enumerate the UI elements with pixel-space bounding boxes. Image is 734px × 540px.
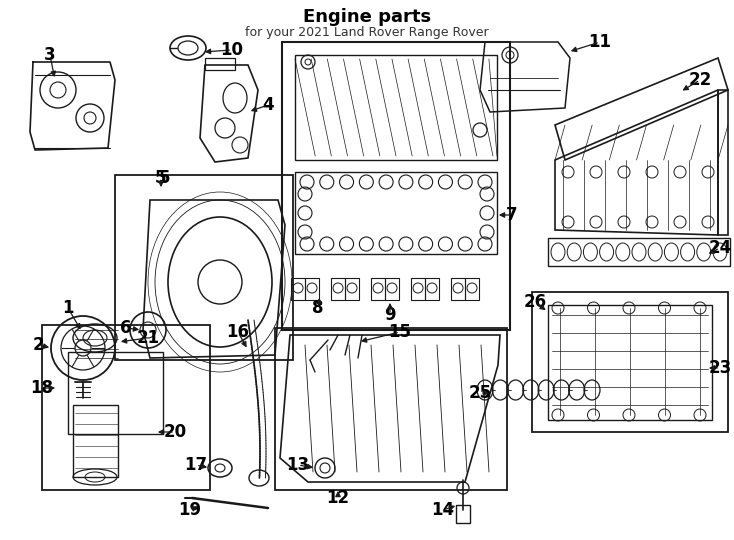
Text: 12: 12 xyxy=(327,489,349,507)
Bar xyxy=(291,278,305,300)
Text: 1: 1 xyxy=(62,299,73,317)
Bar xyxy=(425,278,439,300)
Text: 22: 22 xyxy=(688,71,712,89)
Text: 24: 24 xyxy=(708,239,732,257)
Text: 11: 11 xyxy=(589,33,611,51)
Text: 4: 4 xyxy=(262,96,274,114)
Text: 10: 10 xyxy=(220,41,244,59)
Text: 19: 19 xyxy=(178,501,202,519)
Text: 16: 16 xyxy=(227,323,250,341)
Text: 2: 2 xyxy=(32,336,44,354)
Text: 26: 26 xyxy=(523,293,547,311)
Text: 18: 18 xyxy=(31,379,54,397)
Bar xyxy=(331,278,345,300)
Bar xyxy=(385,278,399,300)
Bar xyxy=(275,328,507,490)
Text: 13: 13 xyxy=(286,456,310,474)
Bar xyxy=(205,58,235,70)
Bar xyxy=(451,278,465,300)
Text: 20: 20 xyxy=(164,423,186,441)
Bar xyxy=(371,278,385,300)
Text: 3: 3 xyxy=(44,46,56,64)
Bar xyxy=(465,278,479,300)
Bar xyxy=(115,175,293,360)
Text: 8: 8 xyxy=(312,299,324,317)
Text: 25: 25 xyxy=(468,384,492,402)
Bar xyxy=(305,278,319,300)
Text: 21: 21 xyxy=(137,329,159,347)
Text: 17: 17 xyxy=(184,456,208,474)
Text: 5: 5 xyxy=(156,169,167,187)
Bar xyxy=(295,172,497,254)
Text: 23: 23 xyxy=(708,359,732,377)
Bar xyxy=(295,55,497,160)
Bar xyxy=(548,238,730,266)
Text: 14: 14 xyxy=(432,501,454,519)
Bar xyxy=(532,292,728,432)
Text: for your 2021 Land Rover Range Rover: for your 2021 Land Rover Range Rover xyxy=(245,26,489,39)
Text: 7: 7 xyxy=(506,206,517,224)
Bar xyxy=(411,278,425,300)
Text: Engine parts: Engine parts xyxy=(303,8,431,26)
Bar xyxy=(345,278,359,300)
Text: 15: 15 xyxy=(388,323,412,341)
Bar xyxy=(456,505,470,523)
Text: 5: 5 xyxy=(159,169,171,187)
Bar xyxy=(68,352,163,434)
Bar xyxy=(282,42,510,330)
Bar xyxy=(42,325,210,490)
Bar xyxy=(73,405,118,477)
Text: 6: 6 xyxy=(120,319,131,337)
Text: 9: 9 xyxy=(384,306,396,324)
Bar xyxy=(548,305,712,420)
